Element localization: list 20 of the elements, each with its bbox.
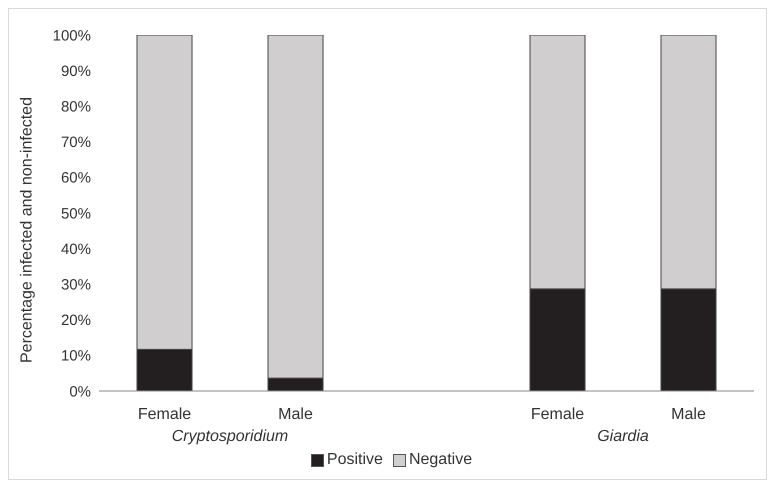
x-tick-label: Female	[138, 406, 192, 423]
text: Giardia	[597, 428, 649, 445]
y-tick-label: 40%	[60, 240, 91, 258]
y-tick-label: 90%	[60, 62, 91, 80]
text: Cryptosporidium	[172, 428, 288, 445]
y-axis-title: Percentage infected and non-infected	[18, 97, 36, 363]
y-tick-label: 70%	[60, 134, 91, 152]
y-tick-label: 100%	[52, 27, 91, 44]
y-tick-label: 50%	[60, 205, 91, 222]
y-tick-label: 30%	[60, 276, 91, 294]
y-tick-label: 80%	[60, 98, 91, 116]
y-tick-label: 10%	[60, 348, 91, 365]
x-tick-label: Male	[671, 406, 706, 423]
legend-label: Positive	[326, 451, 383, 469]
x-tick-label: Male	[278, 406, 313, 423]
y-tick-label: 20%	[60, 312, 91, 330]
x-tick-label: Female	[530, 406, 584, 423]
y-tick-label: 60%	[60, 170, 91, 187]
legend-label: Negative	[408, 451, 472, 469]
y-tick-label: 0%	[69, 383, 91, 400]
